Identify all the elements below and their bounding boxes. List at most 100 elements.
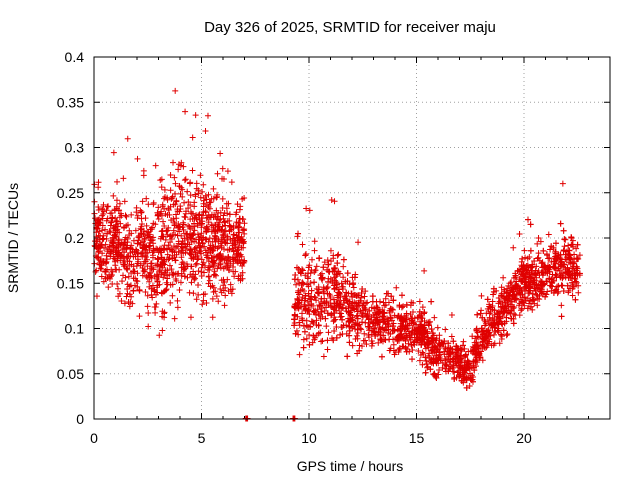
data-point <box>301 322 308 329</box>
data-point <box>191 215 198 222</box>
data-point <box>300 344 307 351</box>
data-point <box>395 336 402 343</box>
data-point <box>232 257 239 264</box>
data-point <box>142 289 149 296</box>
data-point <box>169 255 176 262</box>
data-point <box>207 199 214 206</box>
data-point <box>220 287 227 294</box>
data-point <box>469 378 476 385</box>
data-point <box>164 281 171 288</box>
data-point <box>419 335 426 342</box>
data-point <box>122 212 129 219</box>
data-point <box>398 304 405 311</box>
data-point <box>165 242 172 249</box>
data-point <box>456 373 463 380</box>
data-point <box>390 341 397 348</box>
data-point <box>365 331 372 338</box>
data-point <box>330 337 337 344</box>
data-point <box>195 190 202 197</box>
data-point <box>410 320 417 327</box>
data-point <box>192 112 199 119</box>
data-point <box>121 249 128 256</box>
data-point <box>318 274 325 281</box>
data-point <box>560 248 567 255</box>
data-point <box>511 304 518 311</box>
data-point <box>113 266 120 273</box>
data-point <box>386 317 393 324</box>
data-point <box>213 293 220 300</box>
data-point <box>400 318 407 325</box>
data-point <box>182 108 189 115</box>
data-point <box>344 353 351 360</box>
data-point <box>137 225 144 232</box>
data-point <box>184 230 191 237</box>
data-point <box>364 323 371 330</box>
data-point <box>418 330 425 337</box>
data-point <box>218 242 225 249</box>
data-point <box>220 282 227 289</box>
data-point <box>194 222 201 229</box>
data-point <box>312 311 319 318</box>
data-point <box>497 304 504 311</box>
data-point <box>195 268 202 275</box>
data-point <box>520 299 527 306</box>
data-point <box>431 348 438 355</box>
data-point <box>228 290 235 297</box>
data-point <box>198 272 205 279</box>
data-point <box>457 356 464 363</box>
data-point <box>207 283 214 290</box>
data-point <box>527 247 534 254</box>
data-point <box>130 268 137 275</box>
data-point <box>188 255 195 262</box>
data-point <box>210 185 217 192</box>
data-point <box>508 279 515 286</box>
data-point <box>166 262 173 269</box>
data-point <box>383 290 390 297</box>
data-point <box>543 278 550 285</box>
data-point <box>124 281 131 288</box>
data-point <box>561 261 568 268</box>
data-point <box>526 273 533 280</box>
data-point <box>470 347 477 354</box>
data-point <box>325 329 332 336</box>
data-point <box>311 279 318 286</box>
data-point <box>109 268 116 275</box>
data-point <box>398 292 405 299</box>
data-point <box>158 176 165 183</box>
data-point <box>140 249 147 256</box>
data-point <box>179 186 186 193</box>
data-point <box>331 300 338 307</box>
data-point <box>331 198 338 205</box>
data-point <box>554 255 561 262</box>
data-point <box>483 331 490 338</box>
data-point <box>150 201 157 208</box>
data-point <box>155 215 162 222</box>
data-point <box>107 210 114 217</box>
data-point <box>321 307 328 314</box>
data-point <box>113 233 120 240</box>
data-point <box>187 251 194 258</box>
data-point <box>128 211 135 218</box>
data-point <box>123 222 130 229</box>
data-point <box>425 321 432 328</box>
data-point <box>415 328 422 335</box>
data-point <box>500 309 507 316</box>
data-point <box>227 236 234 243</box>
data-point <box>312 267 319 274</box>
data-point <box>161 205 168 212</box>
data-point <box>563 269 570 276</box>
data-point <box>211 260 218 267</box>
data-point <box>331 265 338 272</box>
data-point <box>537 238 544 245</box>
data-point <box>163 227 170 234</box>
data-point <box>302 306 309 313</box>
data-point <box>557 263 564 270</box>
y-tick-label: 0.3 <box>65 140 85 156</box>
data-point <box>147 260 154 267</box>
data-point <box>190 231 197 238</box>
data-point <box>298 281 305 288</box>
x-axis-label: GPS time / hours <box>297 458 404 474</box>
data-point <box>306 311 313 318</box>
data-point <box>529 290 536 297</box>
data-point <box>347 318 354 325</box>
